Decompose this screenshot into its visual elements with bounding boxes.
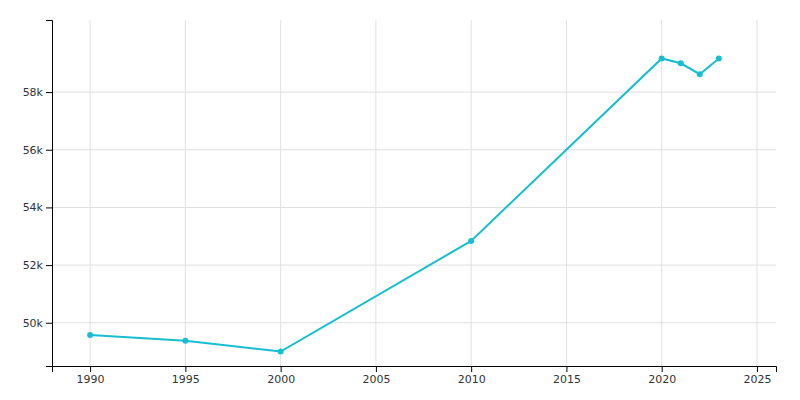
marks	[87, 55, 722, 354]
plot-area: 1990 1995 2000 2005 2010 2015 2020 2025 50k 52k 54…	[23, 20, 777, 386]
y-tick-label: 50k	[23, 317, 44, 330]
y-tick-label: 52k	[23, 259, 44, 272]
y-tick: 56k	[23, 144, 52, 157]
x-tick-label: 2025	[743, 373, 771, 386]
y-grid-line	[52, 322, 776, 323]
x-tick-mark	[281, 366, 282, 372]
y-tick-label: 56k	[23, 144, 44, 157]
chart-container: 1990 1995 2000 2005 2010 2015 2020 2025 50k 52k 54…	[0, 0, 800, 400]
x-tick-label: 1995	[172, 373, 200, 386]
x-tick: 2010	[458, 366, 486, 386]
x-grid-line	[756, 20, 757, 366]
x-tick-label: 2015	[553, 373, 581, 386]
x-tick-label: 1990	[77, 373, 105, 386]
x-tick: 2020	[648, 366, 676, 386]
y-grid-line	[52, 149, 776, 150]
x-tick-label: 2000	[267, 373, 295, 386]
x-tick-label: 2005	[362, 373, 390, 386]
x-tick: 2015	[553, 366, 581, 386]
x-axis: 1990 1995 2000 2005 2010 2015 2020 2025	[53, 366, 777, 386]
x-tick: 2005	[362, 366, 390, 386]
x-grid-line	[661, 20, 662, 366]
y-tick-mark	[46, 265, 52, 266]
y-tick: 50k	[23, 317, 52, 330]
y-tick-label: 58k	[23, 86, 44, 99]
x-tick-mark	[757, 366, 758, 372]
y-grid-line	[52, 207, 776, 208]
y-tick-mark	[46, 323, 52, 324]
y-tick: 52k	[23, 259, 52, 272]
chart-svg: 1990 1995 2000 2005 2010 2015 2020 2025 50k 52k 54…	[0, 0, 800, 400]
x-tick: 1995	[172, 366, 200, 386]
y-grid-line	[52, 92, 776, 93]
y-axis-line	[46, 21, 53, 367]
point	[659, 55, 665, 61]
x-tick-mark	[662, 366, 663, 372]
x-grid-line	[566, 20, 567, 366]
y-tick: 58k	[23, 86, 52, 99]
point	[716, 55, 722, 61]
point	[278, 349, 284, 355]
x-grid-line	[375, 20, 376, 366]
x-tick-mark	[185, 366, 186, 372]
x-grid-line	[280, 20, 281, 366]
y-tick-label: 54k	[23, 201, 44, 214]
grid	[52, 20, 776, 366]
y-tick-mark	[46, 92, 52, 93]
x-tick-mark	[376, 366, 377, 372]
point	[678, 60, 684, 66]
point	[182, 338, 188, 344]
x-grid-line	[471, 20, 472, 366]
x-tick: 2000	[267, 366, 295, 386]
x-tick-mark	[566, 366, 567, 372]
y-grid-line	[52, 265, 776, 266]
y-tick-mark	[46, 150, 52, 151]
point	[468, 238, 474, 244]
y-tick: 54k	[23, 201, 52, 214]
point	[697, 71, 703, 77]
x-tick-mark	[90, 366, 91, 372]
x-tick-label: 2020	[648, 373, 676, 386]
line	[90, 58, 719, 351]
y-tick-mark	[46, 207, 52, 208]
y-axis: 50k 52k 54k 56k 58k	[23, 21, 53, 367]
x-tick-label: 2010	[458, 373, 486, 386]
x-tick: 1990	[77, 366, 105, 386]
point	[87, 332, 93, 338]
x-grid-line	[90, 20, 91, 366]
x-grid-line	[185, 20, 186, 366]
x-axis-line	[53, 367, 777, 373]
x-tick: 2025	[743, 366, 771, 386]
x-tick-mark	[471, 366, 472, 372]
